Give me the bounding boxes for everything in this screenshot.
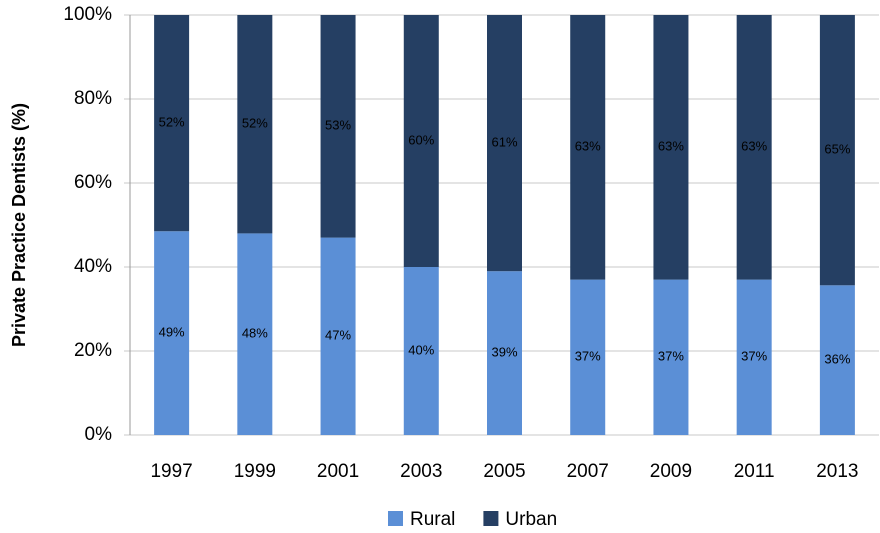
data-label: 63%	[575, 139, 601, 154]
data-label: 52%	[242, 116, 268, 131]
data-label: 47%	[325, 328, 351, 343]
bar-segment	[653, 15, 689, 280]
y-tick-label: 40%	[74, 256, 112, 277]
data-label: 48%	[242, 326, 268, 341]
y-axis-label: Private Practice Dentists (%)	[9, 103, 29, 347]
data-label: 63%	[741, 139, 767, 154]
data-label: 49%	[159, 325, 185, 340]
legend-swatch	[483, 511, 499, 526]
bar-segment	[819, 285, 855, 435]
legend-label: Urban	[505, 509, 557, 530]
bar-segment	[570, 279, 606, 435]
data-label: 65%	[824, 142, 850, 157]
data-label: 40%	[408, 342, 434, 357]
bar-segment	[736, 15, 772, 280]
bar-segment	[237, 15, 273, 234]
legend-swatch	[388, 511, 403, 526]
data-label: 53%	[325, 118, 351, 133]
data-label: 52%	[159, 115, 185, 130]
bar-segment	[570, 15, 606, 280]
bar-segment	[320, 15, 356, 238]
x-tick-label: 1997	[150, 461, 192, 482]
y-tick-label: 0%	[85, 424, 113, 445]
x-tick-label: 2011	[734, 461, 775, 482]
data-label: 36%	[824, 352, 850, 367]
data-label: 37%	[658, 349, 684, 364]
x-tick-label: 1999	[234, 461, 276, 482]
bar-segment	[154, 15, 190, 232]
data-label: 60%	[408, 132, 434, 147]
y-tick-label: 60%	[74, 172, 112, 193]
x-tick-label: 2003	[400, 461, 442, 482]
data-label: 39%	[491, 345, 517, 360]
legend-label: Rural	[410, 509, 455, 530]
bar-segment	[154, 231, 190, 435]
data-label: 63%	[658, 139, 684, 154]
bar-segment	[403, 267, 439, 435]
bar-segment	[403, 15, 439, 267]
bar-segment	[320, 237, 356, 435]
bar-segment	[487, 15, 522, 272]
bar-segment	[237, 233, 273, 435]
data-label: 37%	[741, 349, 767, 364]
x-tick-label: 2005	[483, 461, 525, 482]
y-tick-label: 100%	[63, 4, 112, 25]
y-tick-label: 80%	[74, 88, 112, 109]
bar-segment	[487, 271, 522, 435]
x-tick-label: 2009	[650, 461, 692, 482]
data-label: 37%	[575, 349, 601, 364]
bar-segment	[653, 279, 689, 435]
bar-segment	[819, 15, 855, 286]
bar-segment	[736, 279, 772, 435]
x-tick-label: 2007	[567, 461, 609, 482]
x-tick-label: 2013	[816, 461, 858, 482]
x-tick-label: 2001	[317, 461, 359, 482]
data-label: 61%	[491, 135, 517, 150]
y-tick-label: 20%	[74, 340, 112, 361]
